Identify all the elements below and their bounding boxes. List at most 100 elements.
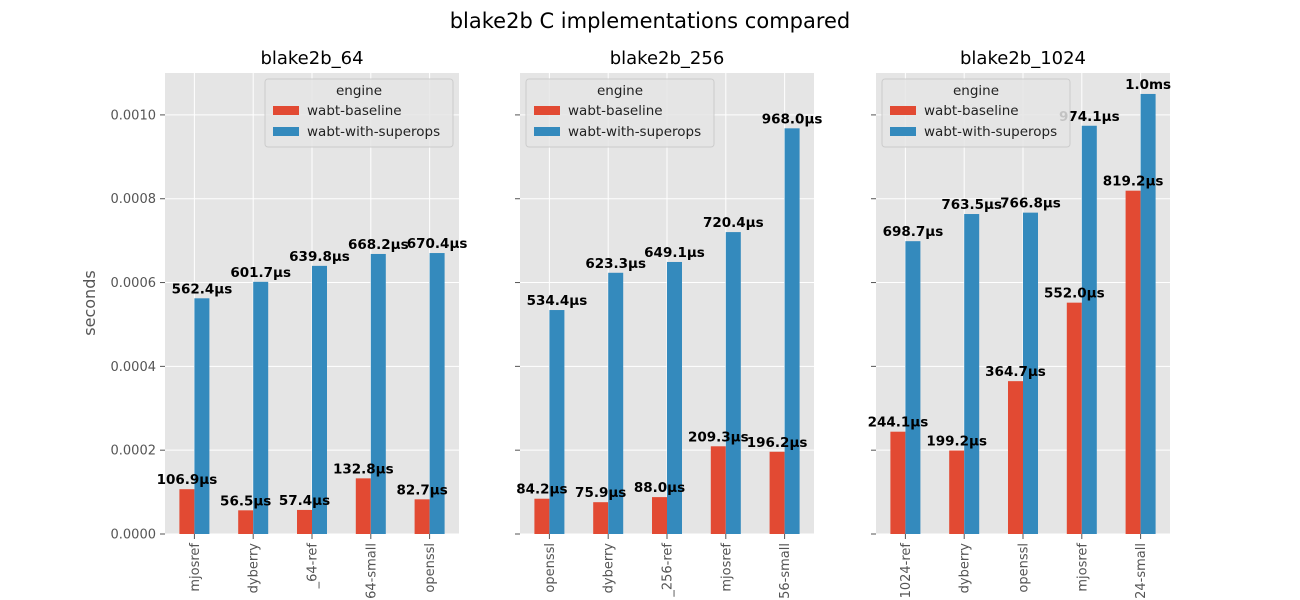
bar-value-label: 974.1µs bbox=[1059, 109, 1120, 125]
bar-value-label: 84.2µs bbox=[516, 482, 567, 498]
legend-title: engine bbox=[953, 83, 999, 99]
bar-wabt-baseline-_64-ref bbox=[297, 509, 312, 534]
panel-title: blake2b_256 bbox=[610, 48, 725, 69]
bar-value-label: 552.0µs bbox=[1044, 286, 1105, 302]
bar-value-label: 82.7µs bbox=[396, 482, 447, 498]
bar-value-label: 1.0ms bbox=[1125, 77, 1171, 93]
y-axis-label: seconds bbox=[80, 270, 99, 335]
x-tick-label: _64-ref bbox=[306, 543, 321, 590]
bar-value-label: 534.4µs bbox=[527, 293, 588, 309]
x-tick-label: openssl bbox=[423, 543, 438, 593]
bar-wabt-baseline-64-small bbox=[355, 478, 371, 534]
legend-swatch-wabt-baseline bbox=[273, 106, 299, 115]
legend-title: engine bbox=[336, 83, 382, 99]
legend-box bbox=[881, 78, 1071, 148]
panel-title: blake2b_64 bbox=[260, 48, 363, 69]
x-tick-label: mjosref bbox=[188, 543, 203, 592]
legend: engine wabt-baseline wabt-with-superops bbox=[525, 78, 715, 148]
bar-wabt-baseline-_256-ref bbox=[652, 497, 667, 534]
panel-title: blake2b_1024 bbox=[960, 48, 1086, 69]
bar-wabt-baseline-mjosref bbox=[710, 446, 726, 534]
bar-value-label: 106.9µs bbox=[157, 472, 218, 488]
legend: engine wabt-baseline wabt-with-superops bbox=[264, 78, 454, 148]
legend-entry-wabt-with-superops: wabt-with-superops bbox=[924, 124, 1057, 140]
bar-wabt-with-superops-_256-ref bbox=[667, 261, 682, 534]
x-tick-label: mjosref bbox=[1075, 543, 1090, 592]
y-tick-label: 0.0008 bbox=[111, 192, 157, 207]
legend-entry-wabt-baseline: wabt-baseline bbox=[568, 103, 663, 119]
bar-wabt-baseline-dyberry bbox=[593, 502, 609, 534]
legend-swatch-wabt-baseline bbox=[890, 106, 916, 115]
bar-wabt-baseline-openssl bbox=[1008, 381, 1023, 534]
bar-wabt-baseline-56-small bbox=[769, 451, 785, 534]
bar-value-label: 623.3µs bbox=[585, 256, 646, 272]
bar-wabt-with-superops-56-small bbox=[784, 128, 800, 534]
legend-swatch-wabt-with-superops bbox=[890, 127, 916, 136]
x-tick-label: _256-ref bbox=[661, 543, 676, 598]
bar-wabt-with-superops-dyberry bbox=[964, 214, 980, 534]
bar-value-label: 649.1µs bbox=[644, 245, 705, 261]
bar-value-label: 562.4µs bbox=[172, 281, 233, 297]
legend-entry-wabt-with-superops: wabt-with-superops bbox=[568, 124, 701, 140]
legend-entry-wabt-baseline: wabt-baseline bbox=[924, 103, 1019, 119]
bar-wabt-with-superops-1024-ref bbox=[905, 241, 921, 534]
legend: engine wabt-baseline wabt-with-superops bbox=[881, 78, 1071, 148]
legend-box bbox=[264, 78, 454, 148]
legend-box bbox=[525, 78, 715, 148]
legend-swatch-wabt-with-superops bbox=[273, 127, 299, 136]
bar-wabt-baseline-dyberry bbox=[238, 510, 254, 534]
bar-wabt-with-superops-mjosref bbox=[1081, 125, 1097, 534]
x-tick-label: openssl bbox=[1017, 543, 1032, 593]
bar-wabt-with-superops-mjosref bbox=[725, 232, 741, 534]
bar-wabt-baseline-dyberry bbox=[949, 450, 965, 534]
bar-wabt-baseline-mjosref bbox=[179, 489, 195, 534]
x-tick-label: dyberry bbox=[958, 543, 973, 594]
bar-wabt-baseline-24-small bbox=[1125, 190, 1141, 534]
bar-wabt-baseline-openssl bbox=[534, 498, 550, 534]
bar-value-label: 763.5µs bbox=[941, 197, 1002, 213]
x-tick-label: openssl bbox=[543, 543, 558, 593]
panel-blake2b_256: openssl dyberry _256-ref mjosref 56-small 84.… bbox=[515, 48, 822, 599]
bar-wabt-with-superops-openssl bbox=[1023, 212, 1038, 534]
bar-value-label: 819.2µs bbox=[1103, 174, 1164, 190]
bar-wabt-baseline-openssl bbox=[414, 499, 430, 534]
legend-swatch-wabt-with-superops bbox=[534, 127, 560, 136]
bar-wabt-baseline-1024-ref bbox=[890, 431, 906, 534]
x-tick-label: 64-small bbox=[364, 543, 379, 599]
bar-wabt-with-superops-_64-ref bbox=[312, 265, 327, 534]
bar-value-label: 75.9µs bbox=[575, 485, 626, 501]
y-tick-label: 0.0010 bbox=[111, 108, 157, 123]
bar-wabt-with-superops-24-small bbox=[1140, 93, 1156, 535]
bar-wabt-with-superops-64-small bbox=[370, 253, 386, 535]
bar-wabt-with-superops-dyberry bbox=[608, 272, 624, 534]
bar-value-label: 968.0µs bbox=[762, 111, 823, 127]
bar-value-label: 698.7µs bbox=[883, 224, 944, 240]
bar-wabt-with-superops-openssl bbox=[549, 310, 565, 534]
legend-swatch-wabt-baseline bbox=[534, 106, 560, 115]
bar-wabt-baseline-mjosref bbox=[1066, 302, 1082, 534]
bar-value-label: 199.2µs bbox=[926, 434, 987, 450]
x-tick-label: dyberry bbox=[602, 543, 617, 594]
legend-title: engine bbox=[597, 83, 643, 99]
bar-value-label: 639.8µs bbox=[289, 249, 350, 265]
bar-value-label: 244.1µs bbox=[868, 415, 929, 431]
bar-value-label: 668.2µs bbox=[348, 237, 409, 253]
bar-wabt-with-superops-openssl bbox=[429, 253, 445, 535]
x-tick-label: 56-small bbox=[778, 543, 793, 599]
bar-value-label: 56.5µs bbox=[220, 493, 271, 509]
bar-value-label: 132.8µs bbox=[333, 461, 394, 477]
bar-value-label: 670.4µs bbox=[407, 236, 468, 252]
bar-value-label: 209.3µs bbox=[688, 429, 749, 445]
y-tick-label: 0.0004 bbox=[111, 360, 157, 375]
x-tick-label: mjosref bbox=[719, 543, 734, 592]
bar-value-label: 364.7µs bbox=[985, 364, 1046, 380]
legend-entry-wabt-with-superops: wabt-with-superops bbox=[307, 124, 440, 140]
bar-wabt-with-superops-dyberry bbox=[253, 281, 269, 534]
bar-value-label: 88.0µs bbox=[634, 480, 685, 496]
panel-blake2b_1024: 1024-ref dyberry openssl mjosref 24-small 244… bbox=[868, 48, 1172, 599]
y-tick-label: 0.0006 bbox=[111, 276, 157, 291]
bar-value-label: 57.4µs bbox=[279, 493, 330, 509]
bar-value-label: 601.7µs bbox=[230, 265, 291, 281]
bar-value-label: 720.4µs bbox=[703, 215, 764, 231]
